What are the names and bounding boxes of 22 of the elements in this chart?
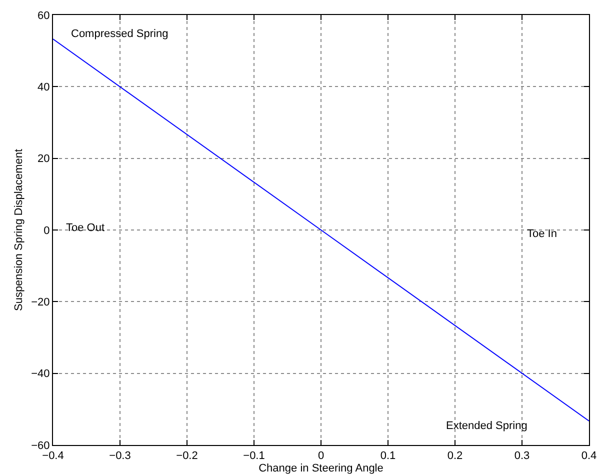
x-tick-label: 0.2 [447,450,463,462]
x-tick-label: 0 [318,450,324,462]
x-tick-label: −0.4 [42,450,64,462]
y-tick-label: 40 [38,82,50,94]
y-tick-label: −20 [31,296,50,309]
y-tick-label: 20 [38,153,50,166]
x-tick-label: 0.1 [380,450,396,462]
annotation: Toe In [527,228,557,240]
x-tick-label: 0.3 [514,450,530,462]
annotation: Compressed Spring [71,28,168,40]
y-tick-label: 0 [44,224,50,237]
y-tick-label: −40 [31,368,50,380]
x-tick-label: 0.4 [581,450,597,462]
y-tick-label: 60 [38,10,50,22]
x-tick-label: −0.2 [176,450,198,462]
x-tick-label: −0.1 [243,450,265,462]
x-axis-title: Change in Steering Angle [258,462,384,474]
y-axis-title: Suspension Spring Displacement [12,148,25,312]
annotation: Toe Out [66,222,105,234]
annotation: Extended Spring [446,420,528,432]
y-tick-label: −60 [31,440,50,452]
x-tick-label: −0.3 [109,450,131,462]
